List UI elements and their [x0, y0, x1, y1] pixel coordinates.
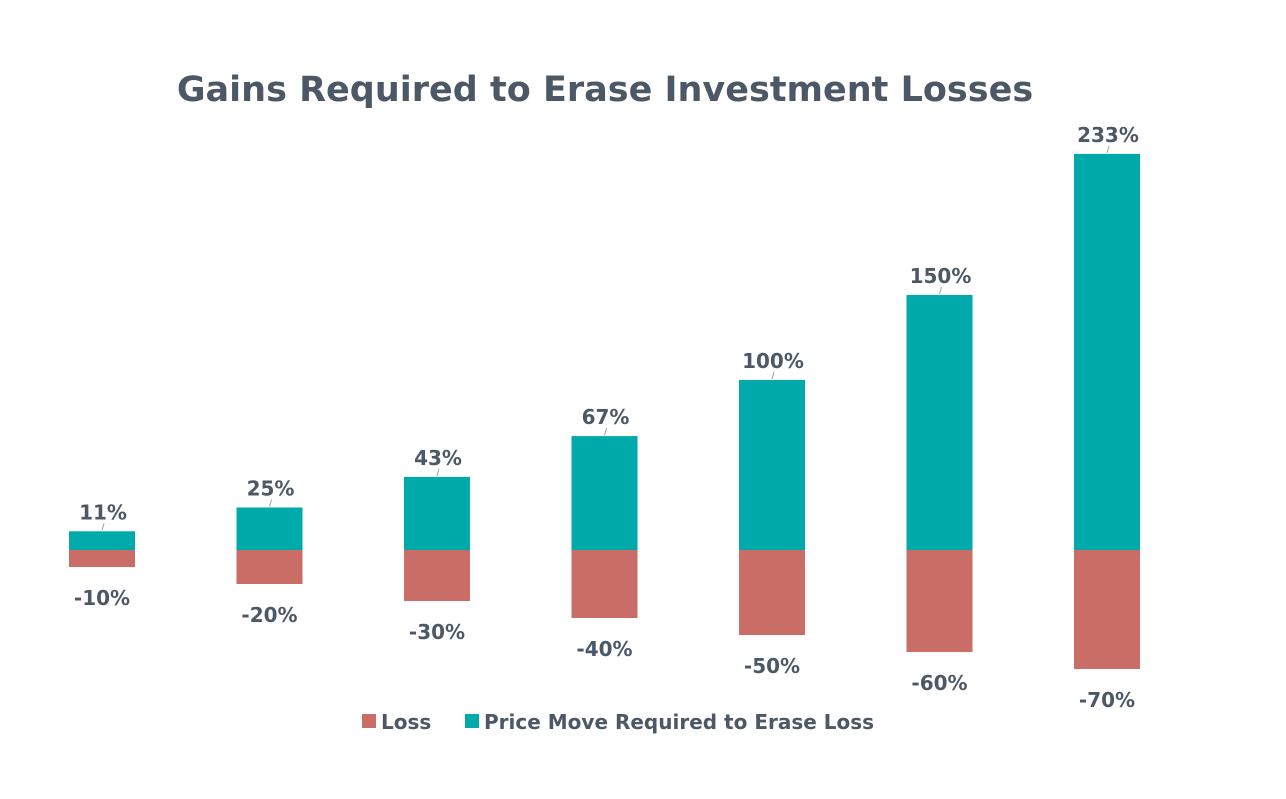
- data-label-loss-6: -60%: [911, 671, 967, 695]
- data-label-loss-1: -10%: [74, 586, 130, 610]
- data-label-loss-3: -30%: [409, 620, 465, 644]
- bar-loss-1: [69, 550, 135, 567]
- data-label-price-move-2: 25%: [247, 477, 295, 501]
- bar-price-move-5: [739, 380, 805, 550]
- data-label-price-move-4: 67%: [582, 405, 630, 429]
- chart-title: Gains Required to Erase Investment Losse…: [177, 70, 1033, 110]
- bar-price-move-4: [571, 436, 638, 550]
- bar-price-move-2: [236, 507, 303, 550]
- label-leader-line-7: [1106, 145, 1110, 154]
- label-leader-line-5: [771, 371, 775, 380]
- bars-layer: [69, 153, 1140, 669]
- label-leader-line-6: [939, 286, 942, 295]
- bar-loss-6: [906, 550, 973, 652]
- label-leader-line-4: [604, 427, 607, 436]
- legend-label-price-move: Price Move Required to Erase Loss: [484, 710, 874, 734]
- data-label-loss-5: -50%: [744, 654, 800, 678]
- bar-loss-2: [236, 550, 303, 584]
- bar-price-move-6: [906, 295, 973, 550]
- legend-swatch-price-move: [465, 714, 479, 728]
- bar-loss-7: [1074, 550, 1140, 669]
- bar-price-move-1: [69, 531, 135, 550]
- label-leader-line-1: [101, 523, 105, 531]
- legend: Loss Price Move Required to Erase Loss: [362, 710, 874, 734]
- bar-loss-3: [404, 550, 470, 601]
- label-leader-line-3: [436, 468, 440, 477]
- bar-price-move-3: [404, 476, 470, 550]
- bar-loss-5: [739, 550, 805, 635]
- data-label-loss-4: -40%: [576, 637, 632, 661]
- data-label-loss-7: -70%: [1079, 688, 1135, 712]
- data-label-price-move-6: 150%: [910, 264, 972, 288]
- data-label-price-move-1: 11%: [79, 500, 127, 524]
- data-label-price-move-7: 233%: [1077, 123, 1139, 147]
- data-label-price-move-3: 43%: [414, 446, 462, 470]
- legend-label-loss: Loss: [381, 710, 431, 734]
- legend-swatch-loss: [362, 714, 376, 728]
- data-label-loss-2: -20%: [241, 603, 297, 627]
- bar-loss-4: [571, 550, 638, 618]
- data-labels-layer: 11% -10% 25% -20% 43% -30% 67% -40% 100% -50% 150%…: [74, 123, 1139, 712]
- data-label-price-move-5: 100%: [742, 349, 804, 373]
- label-leader-line-2: [269, 499, 272, 507]
- bar-price-move-7: [1074, 153, 1140, 550]
